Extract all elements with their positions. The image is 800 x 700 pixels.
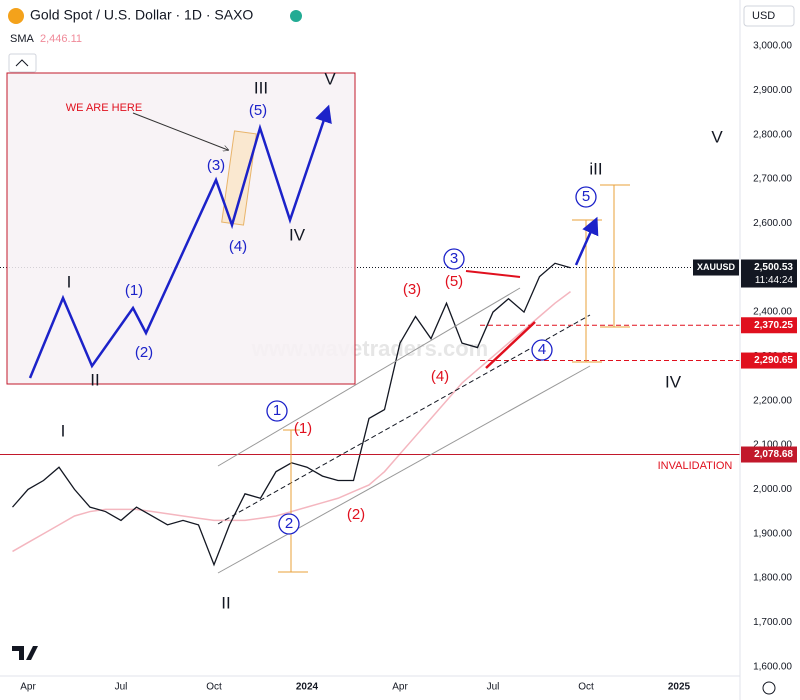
pointer-arrow [132,112,228,150]
x-tick-label: 2025 [668,682,691,693]
wave-label: 1 [273,402,281,419]
status-dot [290,10,302,22]
level-label: 2,500.53 [754,262,793,273]
wave-label: 4 [538,341,546,358]
symbol-icon [8,8,24,24]
wave-circle [443,248,465,270]
channel-line [217,365,591,574]
y-tick-label: 3,000.00 [753,41,792,52]
x-tick-label: Apr [20,682,36,693]
trend-line [465,270,521,278]
x-tick-label: Oct [206,682,222,693]
level-tag [741,352,797,369]
wave-label: 3 [450,250,458,267]
currency-button[interactable] [743,5,795,27]
level-label: 2,290.65 [754,355,793,366]
y-tick-label: 2,400.00 [753,307,792,318]
symbol-label: XAUUSD [697,262,736,272]
currency[interactable]: USD [752,10,775,22]
collapse-button[interactable] [8,53,37,73]
y-tick-label: 2,000.00 [753,484,792,495]
wave-label: (2) [347,506,365,523]
symbol-tag [693,259,739,276]
projection-arrow [574,216,599,266]
trend-line [485,321,536,369]
sma-value: 2,446.11 [40,33,82,45]
wave-label: (2) [135,344,153,361]
settings-button[interactable] [762,681,776,695]
wave-label: (1) [294,420,312,437]
channel-line [217,287,521,467]
wave-label: 5 [582,188,590,205]
x-tick-label: Jul [115,682,128,693]
level-tag [741,317,797,334]
wave-label: INVALIDATION [658,460,733,472]
wave-label: (4) [229,238,247,255]
wave-label: (5) [445,273,463,290]
y-tick-label: 2,800.00 [753,129,792,140]
y-tick-label: 2,100.00 [753,440,792,451]
wave-label: I [61,421,66,440]
collapse-icon[interactable] [15,59,29,67]
level-tag [741,259,797,288]
sma-name: SMA [10,33,35,45]
wave-label: V [711,127,723,146]
wave-label: I [67,272,72,291]
y-tick-label: 2,600.00 [753,218,792,229]
wave-label: iII [589,159,602,178]
wave-label: IV [665,372,682,391]
wave-circle [531,339,553,361]
x-tick-label: Oct [578,682,594,693]
inset-wave [28,104,332,379]
wave-label: (4) [431,368,449,385]
wave-label: II [90,370,99,389]
channel-mid [217,314,591,525]
countdown: 11:44:24 [755,275,794,286]
wave-label: V [324,69,336,88]
wave-label: (3) [207,157,225,174]
level-tag [741,446,797,463]
y-tick-label: 1,700.00 [753,617,792,628]
y-tick-label: 2,700.00 [753,174,792,185]
x-tick-label: Jul [487,682,500,693]
y-tick-label: 1,900.00 [753,528,792,539]
level-label: 2,078.68 [754,449,793,460]
wave-label: IV [289,225,306,244]
wave-circle [575,186,597,208]
level-label: 2,370.25 [754,320,793,331]
wave-label: (1) [125,282,143,299]
logo [12,646,38,660]
wave-label: WE ARE HERE [66,102,142,114]
x-tick-label: 2024 [296,682,319,693]
wave-label: (3) [403,281,421,298]
wave-label: II [221,593,230,612]
x-tick-label: Apr [392,682,408,693]
chart-title: Gold Spot / U.S. Dollar · 1D · SAXO [30,7,253,23]
wave-label: III [254,78,268,97]
y-tick-label: 1,800.00 [753,573,792,584]
y-tick-label: 2,200.00 [753,395,792,406]
inset-box [6,72,356,385]
y-tick-label: 1,600.00 [753,661,792,672]
y-tick-label: 2,900.00 [753,85,792,96]
wave-circle [278,513,300,535]
wave-label: (5) [249,102,267,119]
wave-label: 2 [285,515,293,532]
price-axis [740,0,800,700]
wave-circle [266,400,288,422]
